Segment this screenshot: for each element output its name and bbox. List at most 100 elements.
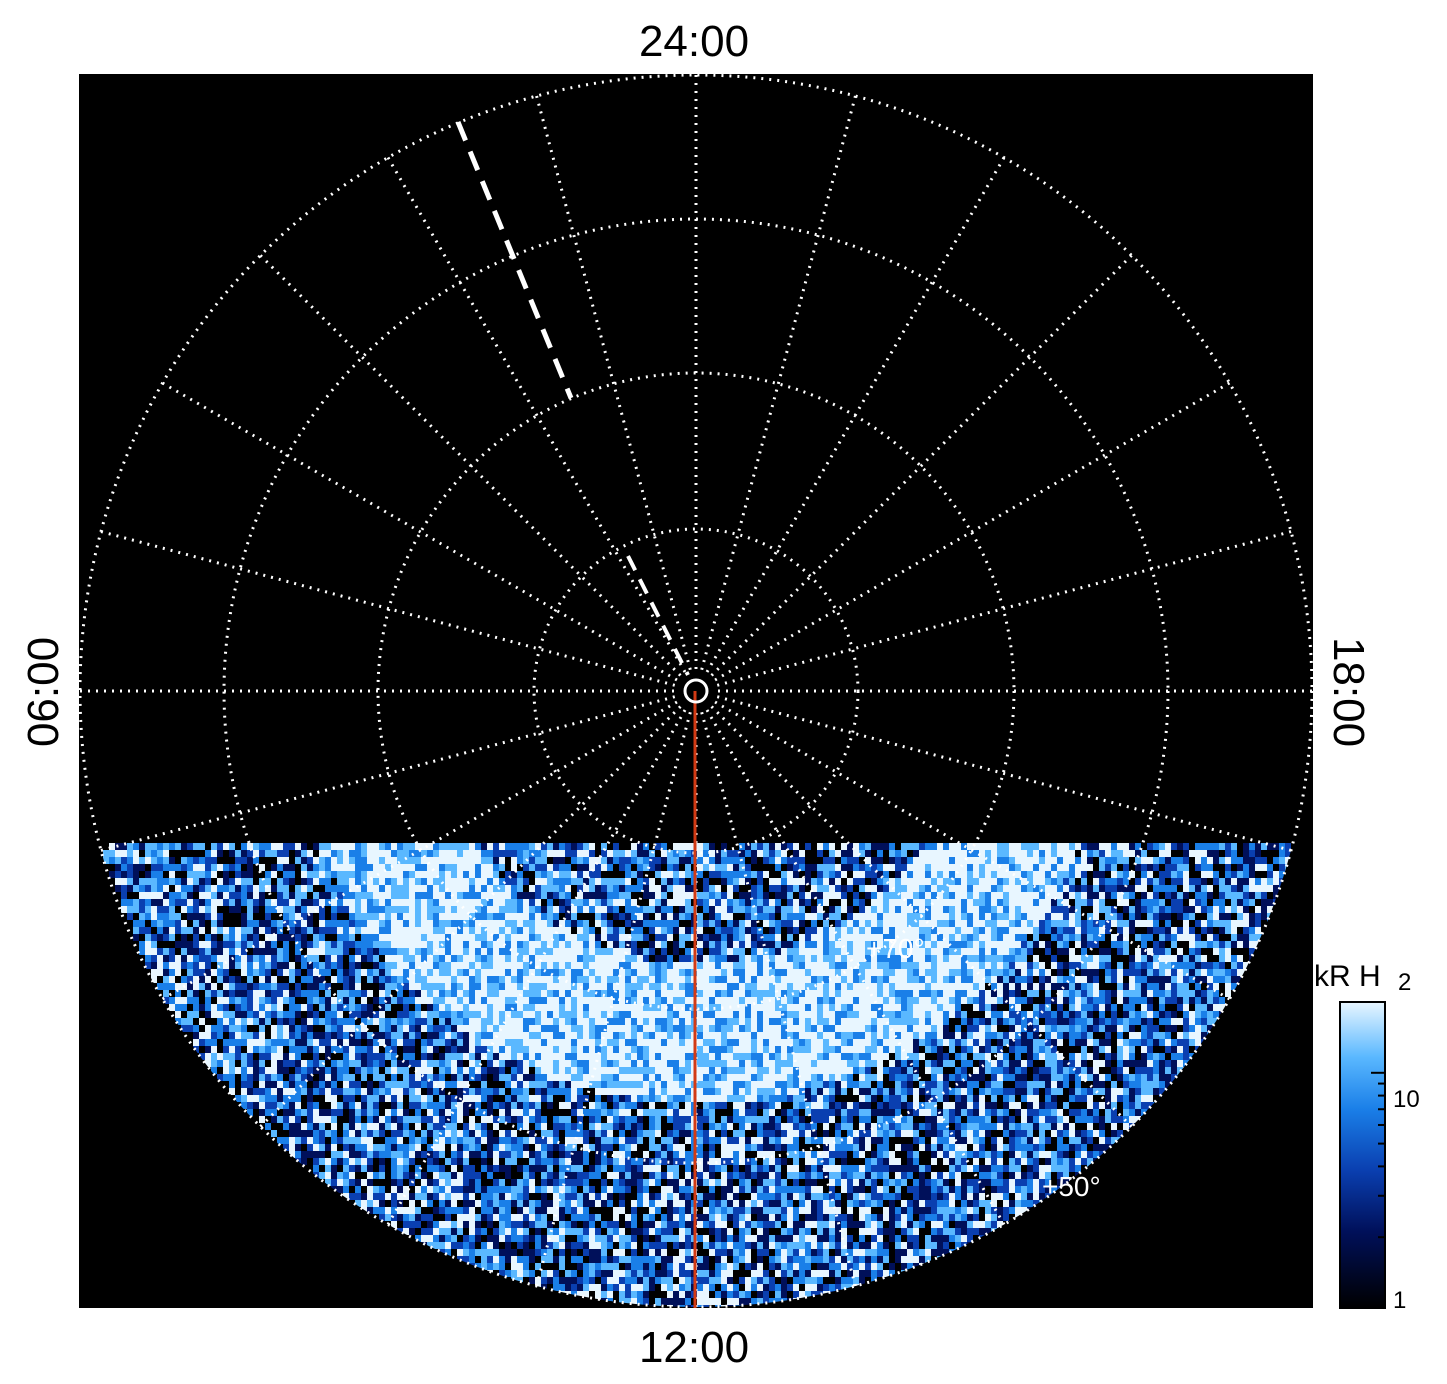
emission-cell: [421, 983, 427, 990]
emission-cell: [325, 990, 331, 997]
emission-cell: [319, 941, 325, 948]
emission-cell: [175, 941, 181, 948]
emission-cell: [1219, 878, 1225, 885]
emission-cell: [1003, 955, 1009, 962]
emission-cell: [919, 885, 925, 892]
emission-cell: [607, 913, 613, 920]
emission-cell: [775, 934, 781, 941]
emission-cell: [1225, 913, 1231, 920]
emission-cell: [907, 983, 913, 990]
emission-cell: [1267, 850, 1273, 857]
emission-cell: [601, 1011, 607, 1018]
emission-cell: [1237, 948, 1243, 955]
emission-cell: [907, 969, 913, 976]
emission-cell: [1141, 990, 1147, 997]
emission-cell: [283, 927, 289, 934]
emission-cell: [541, 913, 547, 920]
emission-cell: [1135, 864, 1141, 871]
emission-cell: [499, 969, 505, 976]
emission-cell: [1135, 885, 1141, 892]
emission-cell: [619, 934, 625, 941]
emission-cell: [229, 871, 235, 878]
emission-cell: [265, 962, 271, 969]
emission-cell: [631, 920, 637, 927]
emission-cell: [703, 962, 709, 969]
emission-cell: [829, 948, 835, 955]
emission-cell: [685, 857, 691, 864]
emission-cell: [295, 969, 301, 976]
emission-cell: [193, 885, 199, 892]
emission-cell: [1177, 906, 1183, 913]
emission-cell: [397, 878, 403, 885]
emission-cell: [811, 920, 817, 927]
emission-cell: [457, 955, 463, 962]
emission-cell: [673, 1011, 679, 1018]
emission-cell: [1033, 997, 1039, 1004]
emission-cell: [487, 948, 493, 955]
emission-cell: [1003, 899, 1009, 906]
emission-cell: [931, 906, 937, 913]
emission-cell: [367, 997, 373, 1004]
emission-cell: [151, 843, 157, 850]
emission-cell: [865, 920, 871, 927]
emission-cell: [853, 969, 859, 976]
emission-cell: [967, 885, 973, 892]
emission-cell: [559, 857, 565, 864]
emission-cell: [499, 1025, 505, 1032]
emission-cell: [985, 857, 991, 864]
emission-cell: [1159, 906, 1165, 913]
emission-cell: [157, 969, 163, 976]
emission-cell: [1213, 941, 1219, 948]
emission-cell: [1261, 857, 1267, 864]
emission-cell: [271, 997, 277, 1004]
emission-cell: [1135, 871, 1141, 878]
emission-cell: [847, 969, 853, 976]
emission-cell: [901, 1004, 907, 1011]
emission-cell: [1237, 857, 1243, 864]
emission-cell: [499, 885, 505, 892]
emission-cell: [1057, 941, 1063, 948]
emission-cell: [247, 983, 253, 990]
emission-cell: [415, 892, 421, 899]
emission-cell: [343, 1004, 349, 1011]
emission-cell: [583, 885, 589, 892]
emission-cell: [439, 857, 445, 864]
emission-cell: [529, 969, 535, 976]
emission-cell: [1057, 976, 1063, 983]
emission-cell: [265, 843, 271, 850]
emission-cell: [463, 955, 469, 962]
emission-cell: [1063, 962, 1069, 969]
emission-cell: [469, 997, 475, 1004]
emission-cell: [1213, 850, 1219, 857]
emission-cell: [1195, 983, 1201, 990]
emission-cell: [751, 906, 757, 913]
emission-cell: [1117, 864, 1123, 871]
emission-cell: [937, 962, 943, 969]
emission-cell: [241, 976, 247, 983]
emission-cell: [1219, 955, 1225, 962]
emission-cell: [739, 934, 745, 941]
emission-cell: [1267, 878, 1273, 885]
emission-cell: [673, 997, 679, 1004]
emission-cell: [205, 990, 211, 997]
emission-cell: [931, 878, 937, 885]
emission-cell: [811, 948, 817, 955]
emission-cell: [211, 1025, 217, 1032]
emission-cell: [517, 857, 523, 864]
emission-cell: [571, 941, 577, 948]
emission-cell: [529, 885, 535, 892]
emission-cell: [871, 857, 877, 864]
emission-cell: [529, 990, 535, 997]
emission-cell: [787, 948, 793, 955]
emission-cell: [1147, 843, 1153, 850]
emission-cell: [943, 864, 949, 871]
emission-cell: [1171, 976, 1177, 983]
emission-cell: [289, 906, 295, 913]
emission-cell: [559, 934, 565, 941]
emission-cell: [1057, 913, 1063, 920]
emission-cell: [277, 1025, 283, 1032]
emission-cell: [1063, 969, 1069, 976]
emission-cell: [319, 864, 325, 871]
emission-cell: [373, 843, 379, 850]
emission-cell: [331, 878, 337, 885]
